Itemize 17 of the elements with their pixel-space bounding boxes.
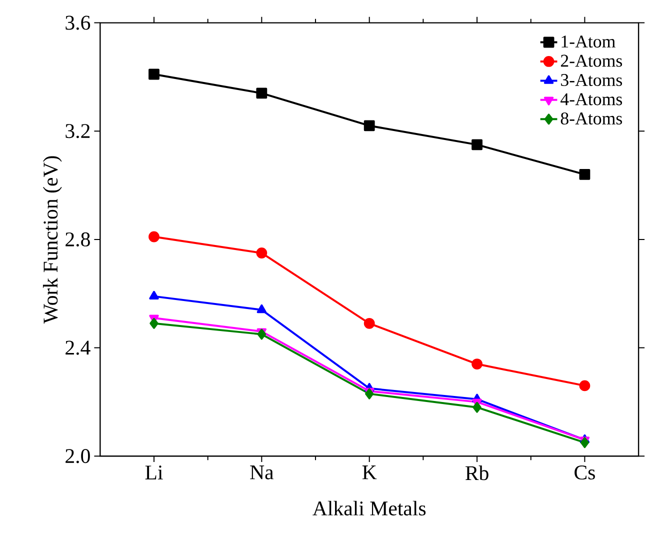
y-axis-title: Work Function (eV) bbox=[42, 156, 62, 324]
y-tick-label: 2.0 bbox=[66, 448, 90, 463]
y-tick-label: 2.8 bbox=[66, 232, 90, 246]
legend-label: 8-Atoms bbox=[560, 112, 622, 124]
legend-label: 4-Atoms bbox=[560, 93, 622, 106]
legend-label: 1-Atom bbox=[562, 35, 616, 48]
y-tick-label: 2.4 bbox=[66, 340, 90, 355]
legend-label: 2-Atoms bbox=[560, 54, 622, 67]
y-tick-label: 3.6 bbox=[66, 16, 90, 30]
y-tick-label: 3.2 bbox=[66, 124, 90, 138]
x-tick-label: K bbox=[362, 465, 377, 479]
x-tick-label: Li bbox=[145, 465, 163, 480]
x-axis-title: Alkali Metals bbox=[312, 500, 426, 516]
legend-label: 3-Atoms bbox=[561, 74, 622, 86]
x-tick-label: Na bbox=[250, 465, 274, 480]
x-tick-label: Cs bbox=[574, 465, 595, 480]
x-tick-label: Rb bbox=[465, 465, 488, 480]
